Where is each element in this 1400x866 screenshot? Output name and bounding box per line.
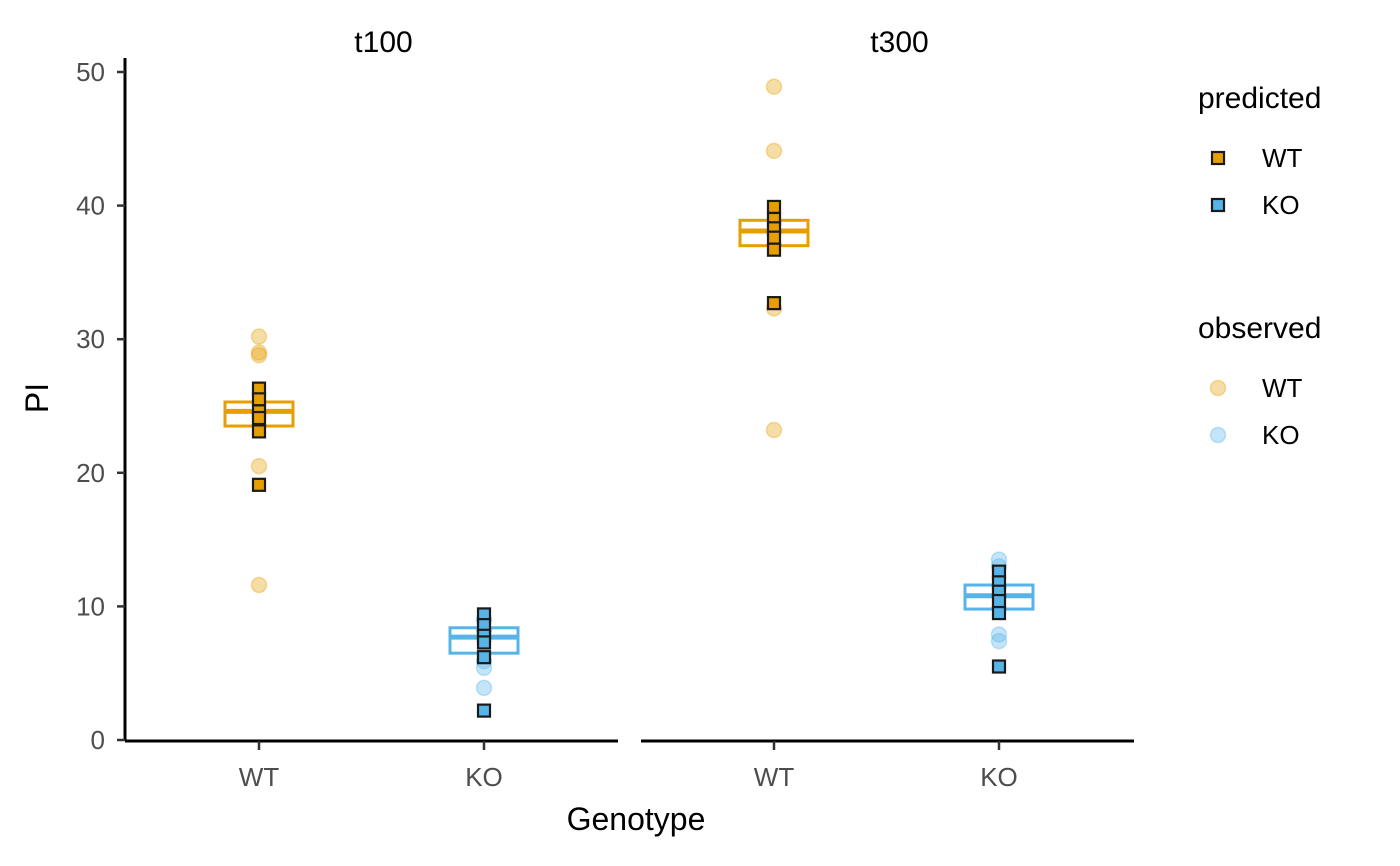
predicted-point bbox=[766, 296, 782, 311]
observed-point bbox=[250, 457, 268, 475]
predicted-point bbox=[251, 424, 267, 439]
legend-label: WT bbox=[1262, 373, 1303, 403]
x-tick-label: WT bbox=[754, 762, 795, 792]
predicted-point bbox=[476, 703, 492, 718]
legend: predicted WT KO observed WT KO bbox=[1198, 82, 1321, 450]
panel-label: t300 bbox=[870, 26, 928, 59]
predicted-point bbox=[251, 477, 267, 492]
x-tick-label: KO bbox=[980, 762, 1018, 792]
y-tick-label: 20 bbox=[76, 458, 105, 488]
y-tick-label: 40 bbox=[76, 191, 105, 221]
observed-point bbox=[250, 346, 268, 364]
panel-t100: t100 WT KO bbox=[125, 26, 618, 792]
observed-point bbox=[475, 679, 493, 697]
y-axis-title: PI bbox=[19, 383, 55, 413]
panel-t300: t300 WT KO bbox=[641, 26, 1134, 792]
legend-key-square bbox=[1210, 150, 1226, 166]
predicted-point bbox=[766, 199, 782, 215]
predicted-point bbox=[251, 410, 267, 426]
legend-label: WT bbox=[1262, 143, 1303, 173]
observed-point bbox=[250, 344, 268, 361]
legend-label: KO bbox=[1262, 190, 1300, 220]
observed-point bbox=[765, 78, 783, 95]
legend-title: observed bbox=[1198, 312, 1321, 345]
predicted-point bbox=[476, 635, 492, 650]
panels: 0 10 20 30 40 50 t100 WT KO t300 WT KO bbox=[76, 26, 1134, 792]
y-tick-label: 50 bbox=[76, 57, 105, 87]
predicted-point bbox=[251, 392, 267, 407]
observed-point bbox=[990, 626, 1008, 643]
observed-point bbox=[765, 142, 783, 160]
y-tick-label: 30 bbox=[76, 324, 105, 354]
legend-title: predicted bbox=[1198, 82, 1321, 115]
y-tick-label: 10 bbox=[76, 591, 105, 621]
x-tick-label: KO bbox=[465, 762, 503, 792]
observed-point bbox=[250, 328, 268, 345]
predicted-point bbox=[991, 659, 1007, 674]
legend-label: KO bbox=[1262, 420, 1300, 450]
predicted-point bbox=[991, 605, 1007, 621]
legend-key-circle bbox=[1209, 426, 1227, 444]
legend-group-predicted: predicted WT KO bbox=[1198, 82, 1321, 220]
observed-point bbox=[765, 421, 783, 439]
y-tick-label: 0 bbox=[91, 725, 105, 755]
predicted-point bbox=[476, 650, 492, 665]
predicted-point bbox=[991, 593, 1007, 609]
x-tick-label: WT bbox=[239, 762, 280, 792]
panel-label: t100 bbox=[354, 26, 412, 59]
legend-group-observed: observed WT KO bbox=[1198, 312, 1321, 450]
x-axis-title: Genotype bbox=[567, 801, 706, 837]
predicted-point bbox=[766, 230, 782, 245]
legend-key-circle bbox=[1209, 379, 1227, 397]
legend-key-square bbox=[1210, 197, 1226, 213]
observed-point bbox=[250, 576, 268, 594]
observed-point bbox=[990, 632, 1008, 650]
predicted-point bbox=[766, 242, 782, 257]
